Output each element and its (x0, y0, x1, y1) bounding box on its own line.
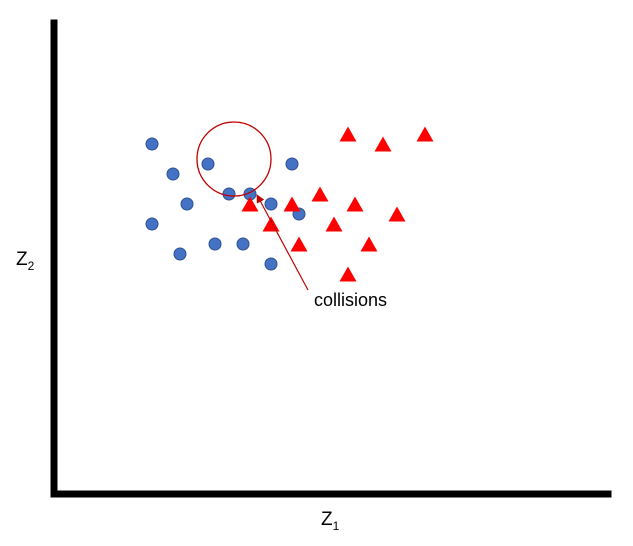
triangle-point-2 (374, 136, 392, 152)
triangle-point-9 (388, 206, 406, 222)
circle-point-11 (264, 197, 278, 211)
triangle-point-6 (283, 196, 301, 212)
circle-point-7 (145, 217, 159, 231)
triangle-point-4 (241, 196, 259, 212)
triangle-point-13 (339, 266, 357, 282)
circle-point-3 (201, 157, 215, 171)
triangle-point-10 (325, 216, 343, 232)
circle-point-8 (173, 247, 187, 261)
collisions-label: collisions (314, 290, 387, 310)
circle-point-9 (208, 237, 222, 251)
circle-point-1 (145, 137, 159, 151)
triangle-point-3 (416, 126, 434, 142)
y-axis-label: Z2 (16, 249, 35, 273)
data-points (145, 126, 434, 282)
triangle-point-12 (290, 236, 308, 252)
triangle-point-5 (262, 216, 280, 232)
circle-point-12 (285, 157, 299, 171)
x-axis-label-main: Z (321, 509, 333, 530)
triangle-point-1 (339, 126, 357, 142)
annotation-arrow (256, 194, 309, 291)
circle-point-14 (264, 257, 278, 271)
x-axis-label: Z1 (321, 509, 340, 533)
x-axis-label-sub: 1 (333, 519, 340, 533)
circle-point-2 (166, 167, 180, 181)
triangle-point-11 (360, 236, 378, 252)
circle-point-10 (236, 237, 250, 251)
triangle-point-7 (311, 186, 329, 202)
triangle-point-8 (346, 196, 364, 212)
circle-point-4 (180, 197, 194, 211)
y-axis-label-main: Z (16, 249, 28, 270)
circle-point-5 (222, 187, 236, 201)
y-axis-label-sub: 2 (28, 259, 35, 273)
collision-highlight-circle (196, 121, 272, 197)
